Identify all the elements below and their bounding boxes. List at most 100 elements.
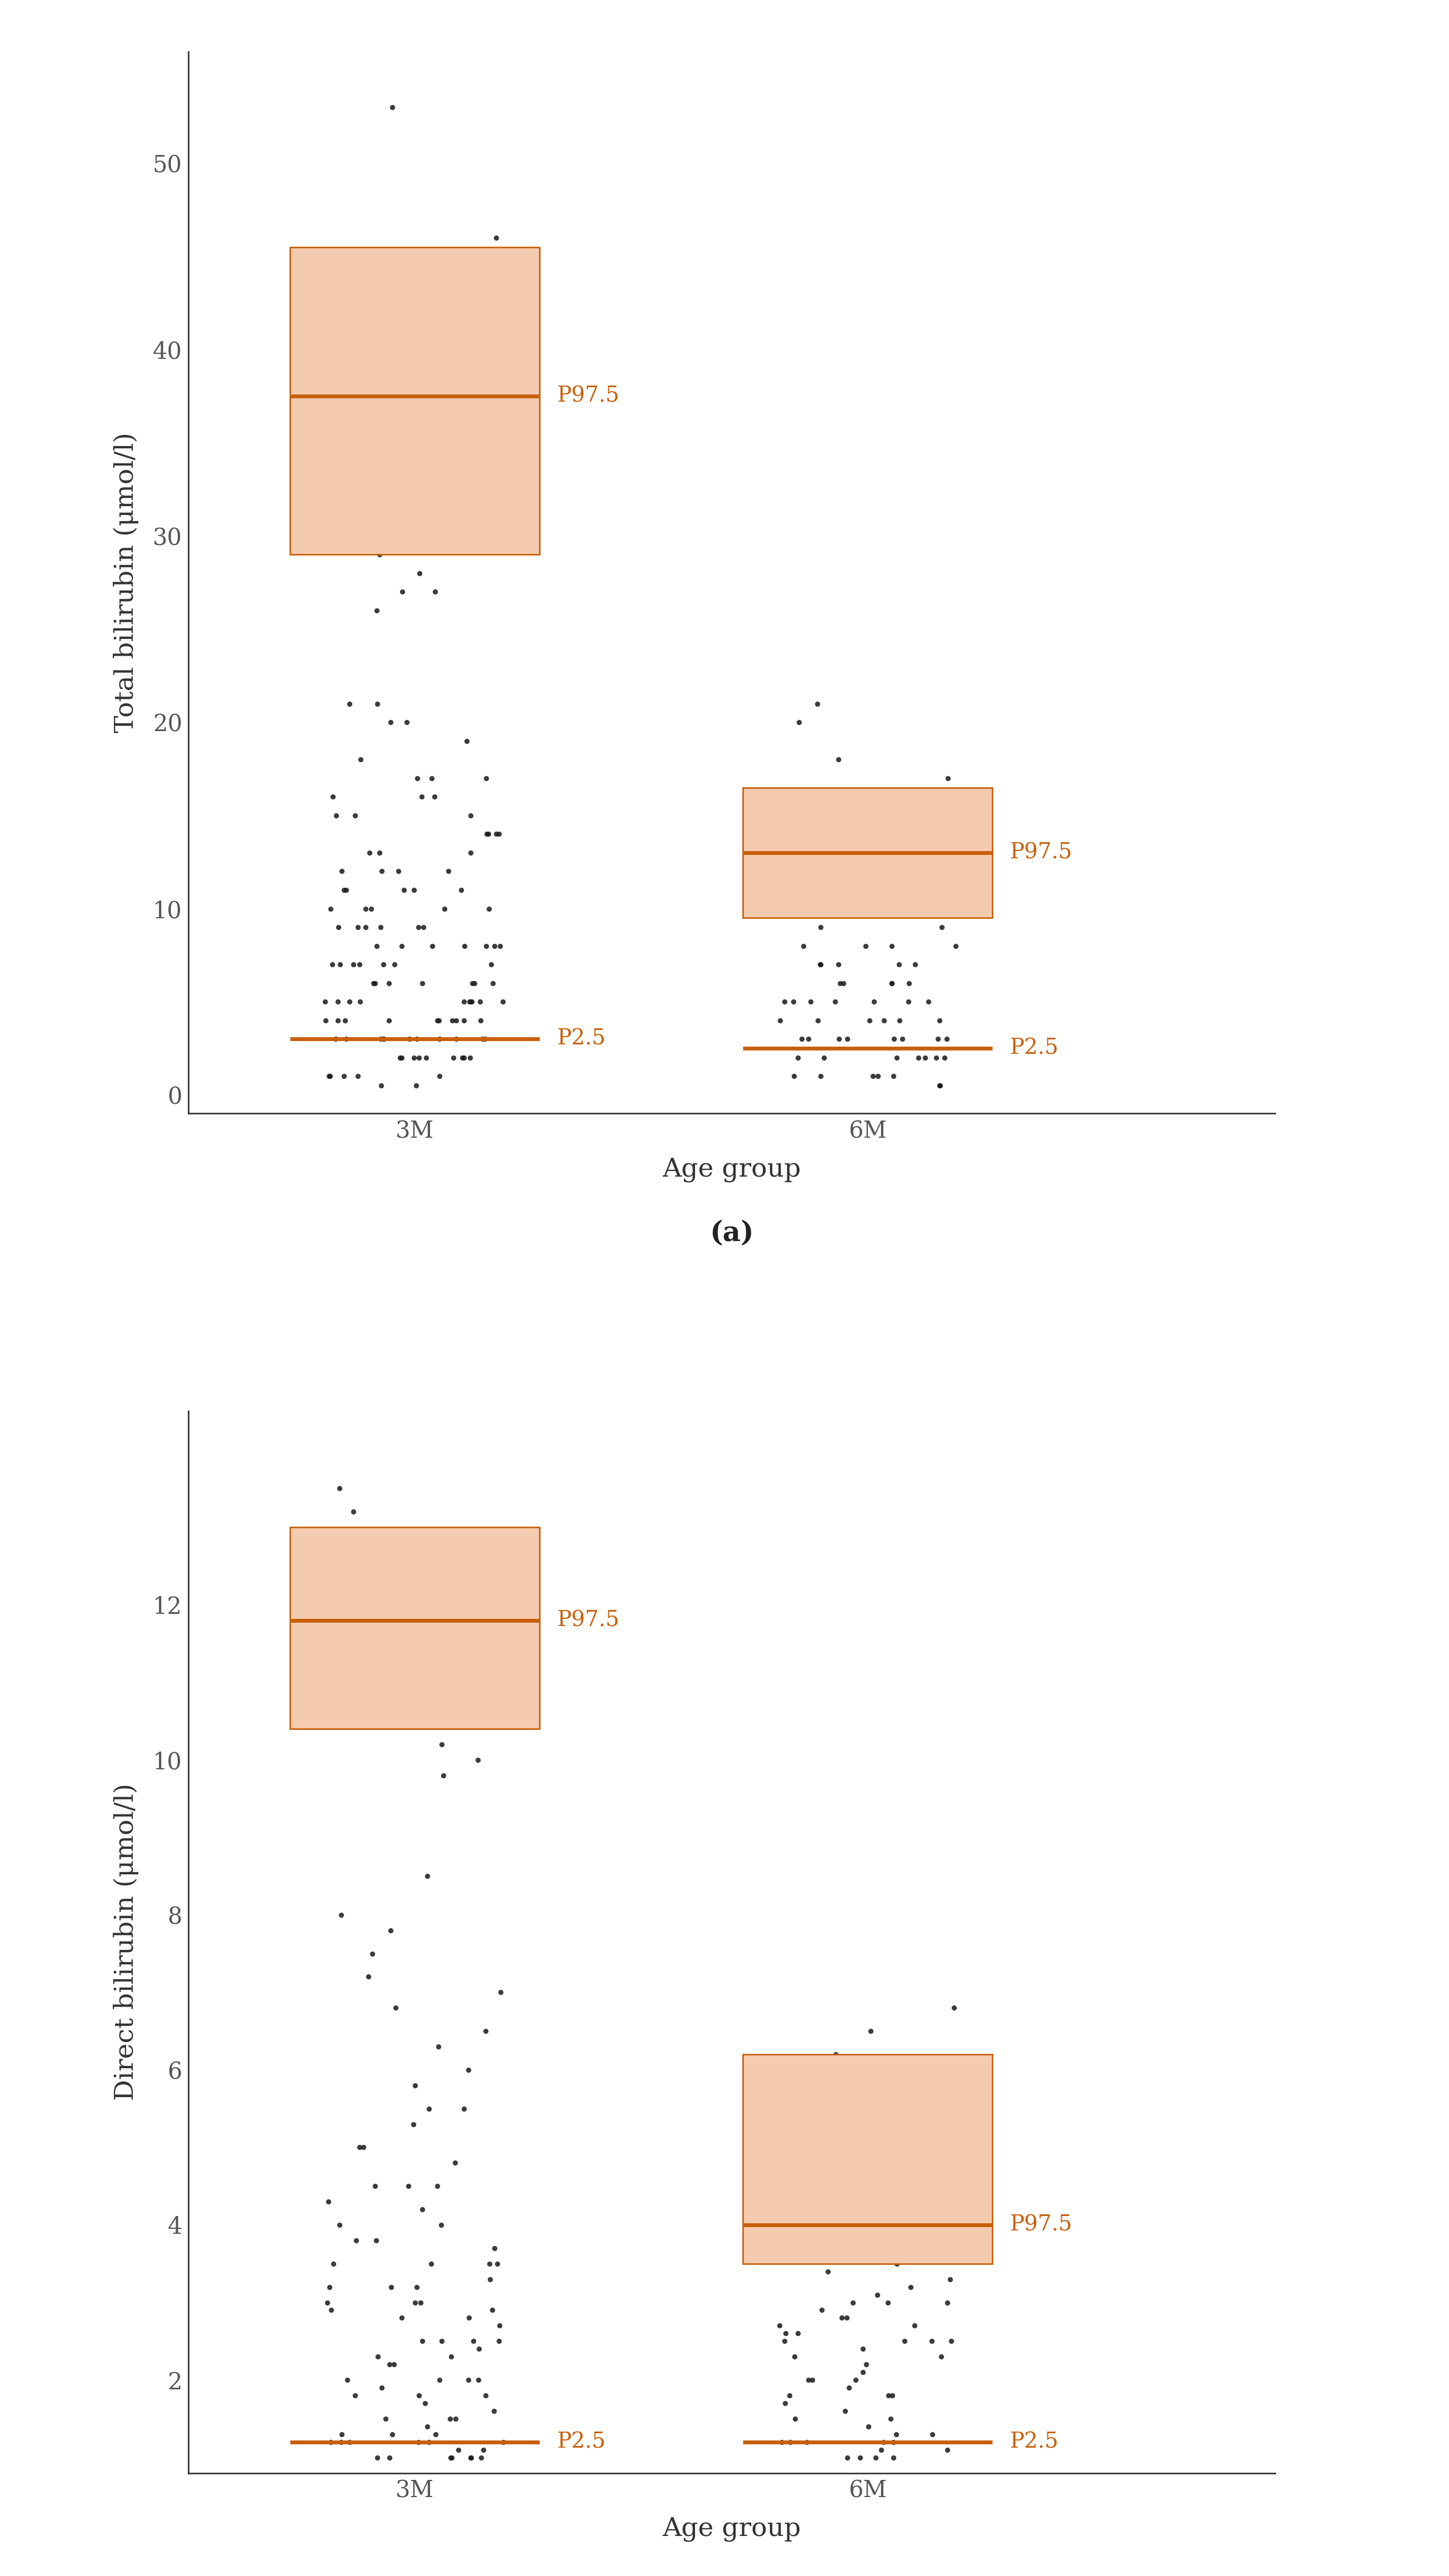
Point [440, 404, 464, 446]
Point [422, 255, 445, 296]
Y-axis label: Direct bilirubin (μmol/l): Direct bilirubin (μmol/l) [113, 1783, 139, 2099]
Point [475, 814, 498, 855]
Point [859, 775, 882, 817]
Point [349, 981, 372, 1023]
Point [459, 832, 483, 873]
Point [342, 943, 365, 984]
Point [845, 2089, 868, 2130]
Point [319, 2267, 342, 2308]
Bar [290, 1528, 539, 1728]
Point [816, 889, 839, 930]
Point [377, 963, 400, 1005]
Point [903, 2306, 926, 2347]
Point [397, 2166, 420, 2208]
Point [448, 1700, 471, 1741]
Point [456, 2360, 480, 2401]
Point [942, 814, 965, 855]
Point [893, 796, 916, 837]
Point [433, 889, 456, 930]
Point [369, 2367, 393, 2409]
Point [462, 2321, 485, 2362]
Point [326, 999, 349, 1041]
Point [403, 2282, 426, 2324]
Point [483, 925, 506, 966]
Point [329, 2421, 352, 2463]
Point [787, 2313, 810, 2354]
Point [390, 925, 413, 966]
Point [772, 2321, 796, 2362]
Point [378, 999, 401, 1041]
Point [426, 2166, 449, 2208]
Point [398, 1018, 422, 1059]
Point [319, 1056, 342, 1097]
Point [332, 1056, 355, 1097]
Point [814, 2066, 838, 2107]
Point [474, 2009, 497, 2050]
Point [388, 1038, 412, 1079]
Point [942, 1986, 965, 2027]
Point [903, 943, 926, 984]
Point [345, 2221, 368, 2262]
Point [338, 981, 361, 1023]
Point [843, 2360, 867, 2401]
Point [467, 2360, 490, 2401]
Point [484, 814, 507, 855]
Point [849, 2437, 872, 2478]
Point [449, 868, 472, 909]
Point [319, 2290, 342, 2331]
Point [342, 1492, 365, 1533]
Text: P2.5: P2.5 [558, 1028, 606, 1048]
Point [796, 2421, 819, 2463]
Point [797, 2360, 820, 2401]
Point [778, 2421, 801, 2463]
Point [864, 2437, 887, 2478]
Text: P2.5: P2.5 [558, 2432, 606, 2452]
Text: (a): (a) [710, 1221, 753, 1247]
Point [875, 868, 898, 909]
Point [343, 2375, 367, 2416]
Point [330, 850, 354, 891]
Point [364, 2166, 387, 2208]
Point [412, 2190, 435, 2231]
Point [487, 814, 510, 855]
Point [467, 2329, 490, 2370]
Point [882, 2421, 906, 2463]
Point [458, 2298, 481, 2339]
Point [794, 2213, 817, 2254]
Point [362, 963, 385, 1005]
Point [869, 2429, 893, 2470]
Point [423, 1546, 446, 1587]
Point [885, 2414, 909, 2455]
Point [371, 850, 394, 891]
Point [852, 2329, 875, 2370]
Point [338, 2421, 361, 2463]
Point [469, 366, 493, 407]
Point [838, 2367, 861, 2409]
Point [352, 2128, 375, 2169]
Point [775, 868, 798, 909]
Point [346, 479, 369, 520]
Point [477, 814, 500, 855]
Point [440, 2437, 464, 2478]
Point [774, 2313, 797, 2354]
Point [926, 1018, 949, 1059]
Point [481, 963, 504, 1005]
Point [485, 2244, 509, 2285]
Point [354, 907, 377, 948]
Point [427, 1056, 451, 1097]
Point [877, 2282, 900, 2324]
Point [354, 889, 377, 930]
Point [939, 2321, 962, 2362]
Point [416, 1855, 439, 1896]
Point [345, 459, 368, 500]
Point [406, 757, 429, 799]
Point [406, 1018, 429, 1059]
Point [461, 981, 484, 1023]
Point [349, 739, 372, 781]
Point [800, 981, 823, 1023]
Point [326, 907, 349, 948]
Point [374, 2398, 397, 2439]
Point [436, 850, 459, 891]
Point [459, 2437, 483, 2478]
Point [410, 2321, 433, 2362]
